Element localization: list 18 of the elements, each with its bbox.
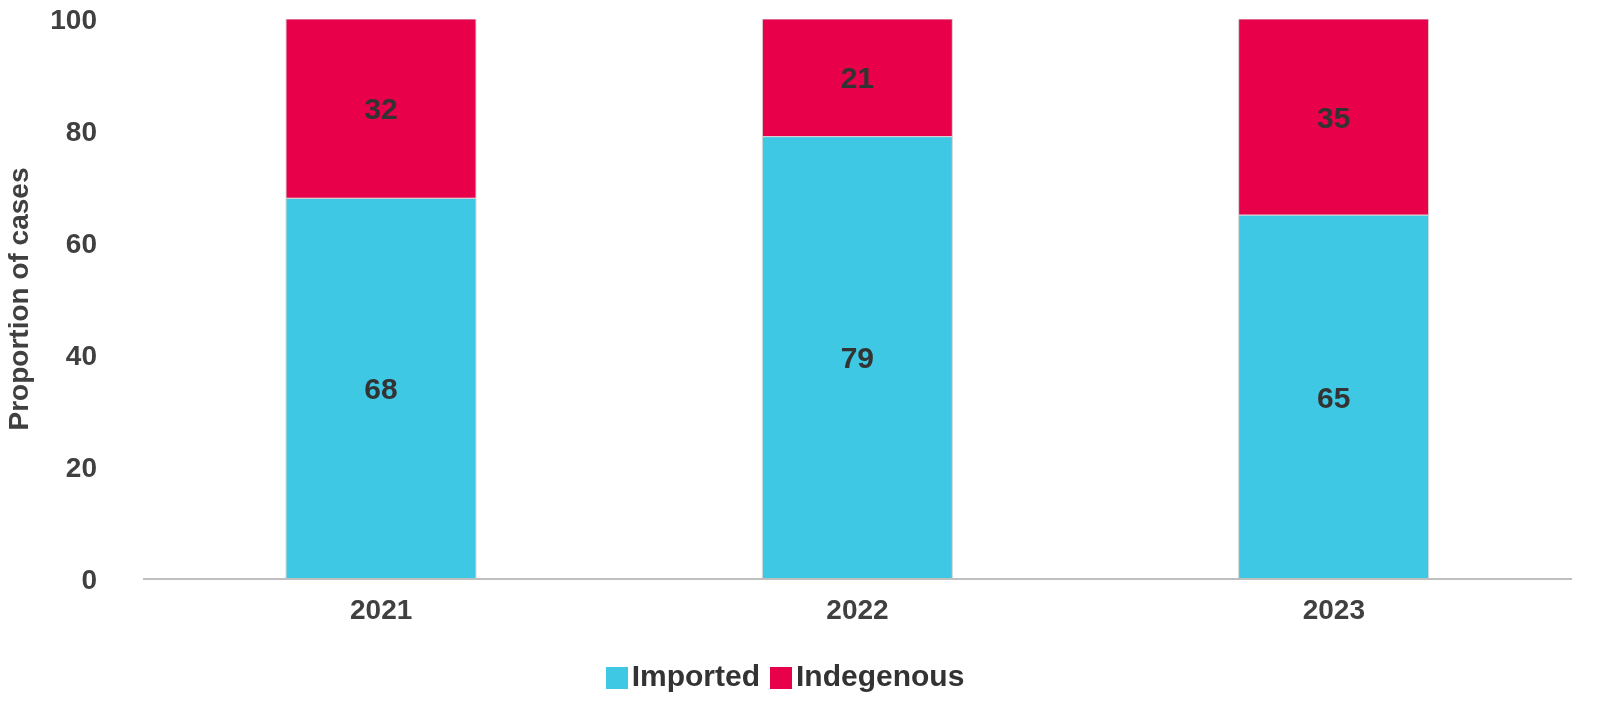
data-label: 65	[1316, 380, 1351, 414]
data-label: 32	[364, 92, 398, 126]
data-label: 79	[840, 341, 875, 375]
legend-label: Indegenous	[796, 659, 965, 692]
y-tick-label: 60	[65, 227, 97, 259]
x-tick-label: 2023	[1302, 593, 1365, 625]
x-tick-label: 2022	[826, 593, 889, 625]
y-tick-label: 100	[50, 3, 97, 35]
data-label: 35	[1316, 100, 1351, 134]
legend-label: Imported	[631, 659, 760, 692]
data-label: 21	[840, 61, 875, 95]
y-axis-title: Proportion of cases	[2, 167, 34, 431]
y-tick-label: 20	[65, 451, 97, 483]
y-tick-label: 40	[65, 339, 97, 371]
y-tick-label: 0	[81, 563, 97, 595]
data-label: 68	[364, 372, 398, 406]
x-tick-label: 2021	[350, 593, 413, 625]
y-tick-label: 80	[65, 115, 97, 147]
